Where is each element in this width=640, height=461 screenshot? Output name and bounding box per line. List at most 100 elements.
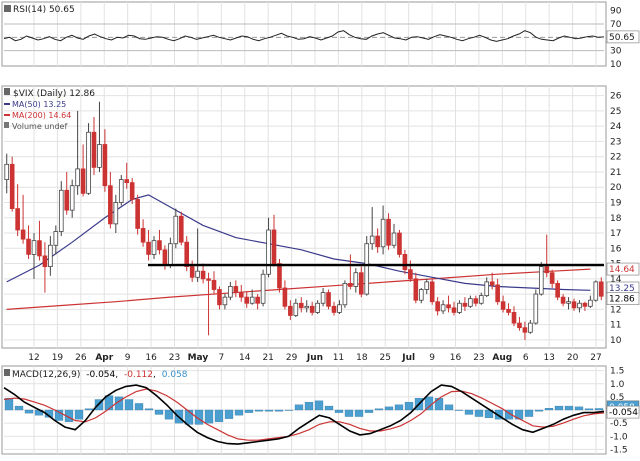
macd-histogram-bar	[474, 409, 484, 417]
candle-body	[402, 254, 408, 271]
candle-body	[544, 266, 550, 274]
macd-histogram-bar	[394, 404, 404, 411]
candle-body	[260, 273, 266, 304]
macd-histogram-bar	[244, 409, 254, 413]
candle-body	[151, 240, 157, 255]
x-tick-label: 6	[523, 353, 529, 363]
candle-body	[37, 240, 42, 257]
rsi-legend-text: RSI(14) 50.65	[13, 5, 75, 15]
macd-tick-label: 1.0	[610, 380, 625, 390]
y-tick-label: 21	[610, 168, 621, 178]
candle-body	[386, 218, 391, 246]
macd-histogram-bar	[464, 409, 474, 415]
candle-body	[184, 241, 190, 268]
candle-body	[528, 322, 533, 333]
macd-histogram-bar	[274, 409, 284, 412]
candle-body	[4, 163, 10, 180]
y-tick-label: 26	[610, 92, 622, 102]
candle-body	[271, 229, 277, 264]
candle-body	[348, 283, 353, 287]
macd-histogram-bar	[284, 409, 294, 411]
macd-legend-signal: -0.112	[124, 370, 153, 380]
candle-body	[478, 295, 484, 304]
candle-body	[337, 304, 342, 313]
y-tick-label: 18	[610, 214, 622, 224]
candle-body	[495, 284, 500, 303]
macd-histogram-bar	[384, 406, 394, 411]
candle-body	[135, 199, 140, 229]
candle-body	[522, 327, 528, 333]
candle-body	[108, 185, 113, 225]
candle-body	[566, 301, 571, 304]
candle-body	[375, 235, 380, 248]
candle-body	[424, 281, 430, 290]
x-tick-label: 16	[145, 353, 157, 363]
macd-tick-label: 1.5	[610, 367, 624, 377]
close-badge: 12.86	[609, 295, 635, 305]
y-tick-label: 12	[610, 305, 621, 315]
macd-histogram-bar	[324, 405, 334, 411]
candle-body	[358, 272, 364, 295]
x-tick-label: 9	[429, 353, 435, 363]
macd-histogram-bar	[424, 396, 434, 411]
x-tick-label: Jun	[306, 353, 323, 363]
macd-histogram-bar	[374, 408, 384, 411]
candle-body	[380, 218, 386, 248]
candle-body	[457, 302, 462, 313]
macd-histogram-bar	[584, 408, 594, 411]
macd-histogram-bar	[314, 400, 324, 411]
candle-body	[91, 131, 97, 168]
macd-histogram-bar	[224, 409, 234, 419]
x-tick-label: Aug	[492, 353, 512, 363]
candle-body	[571, 301, 577, 309]
candle-body	[15, 208, 20, 231]
macd-histogram-bar	[404, 401, 414, 411]
rsi-tick-label: 70	[610, 20, 622, 30]
candle-body	[298, 302, 304, 309]
rsi-tick-label: 10	[610, 60, 622, 70]
macd-histogram-bar	[214, 409, 224, 422]
ma200-badge-bg	[606, 262, 640, 276]
candle-body	[429, 281, 435, 303]
candle-body	[86, 131, 91, 194]
x-tick-label: May	[188, 353, 209, 363]
candle-body	[342, 283, 348, 306]
candle-body	[168, 243, 173, 266]
macd-histogram-bar	[4, 398, 14, 411]
candle-body	[391, 232, 397, 246]
candle-body	[440, 304, 446, 312]
candle-body	[517, 322, 522, 329]
macd-badge-bg	[606, 405, 640, 419]
candle-body	[364, 243, 370, 295]
ma50-legend-text: MA(50) 13.25	[12, 100, 66, 109]
candle-body	[577, 302, 582, 309]
candle-body	[31, 240, 37, 255]
x-tick-label: 29	[286, 353, 298, 363]
y-tick-label: 10	[610, 336, 622, 346]
candle-body	[538, 266, 544, 295]
macd-histogram-bar	[74, 409, 84, 420]
y-tick-label: 25	[610, 107, 621, 117]
macd-tick-label: -1.5	[610, 445, 628, 455]
candle-body	[200, 270, 206, 280]
candle-body	[20, 229, 26, 240]
x-tick-label: 16	[450, 353, 462, 363]
x-tick-label: 11	[333, 353, 344, 363]
candle-body	[309, 305, 315, 313]
candle-body	[113, 202, 119, 225]
y-tick-label: 20	[610, 183, 622, 193]
macd-histogram-bar	[564, 405, 574, 411]
macd-histogram-bar	[494, 409, 504, 420]
macd-tick-label: -1.0	[610, 432, 628, 442]
candle-body	[331, 305, 337, 313]
candle-body	[326, 292, 331, 307]
candle-body	[238, 292, 244, 298]
candle-body	[189, 266, 195, 278]
candle-body	[146, 241, 151, 255]
candle-body	[511, 312, 517, 324]
candle-body	[157, 240, 162, 251]
y-tick-label: 17	[610, 229, 621, 239]
candle-body	[593, 281, 599, 301]
macd-tick-label: -0.5	[610, 419, 628, 429]
